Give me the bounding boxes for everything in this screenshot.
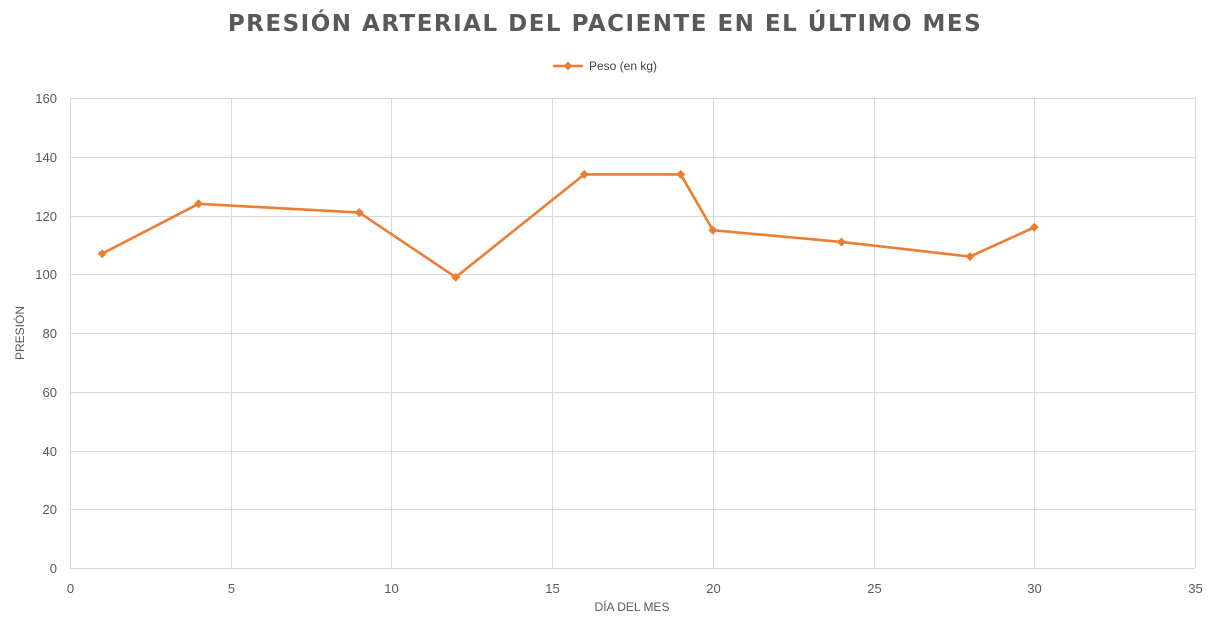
data-point-marker bbox=[579, 169, 589, 179]
data-point-marker bbox=[1029, 222, 1039, 232]
chart-title: PRESIÓN ARTERIAL DEL PACIENTE EN EL ÚLTI… bbox=[228, 9, 982, 37]
data-point-marker bbox=[451, 272, 461, 282]
data-point-marker bbox=[836, 237, 846, 247]
x-tick-label: 0 bbox=[67, 581, 74, 596]
x-tick-label: 10 bbox=[384, 581, 398, 596]
x-tick-label: 5 bbox=[228, 581, 235, 596]
legend-label: Peso (en kg) bbox=[589, 59, 657, 73]
y-tick-label: 120 bbox=[35, 209, 57, 224]
x-tick-label: 35 bbox=[1188, 581, 1202, 596]
y-tick-label: 160 bbox=[35, 91, 57, 106]
data-point-marker bbox=[354, 208, 364, 218]
x-axis-label: DÍA DEL MES bbox=[595, 599, 670, 614]
y-tick-label: 100 bbox=[35, 267, 57, 282]
legend: Peso (en kg) bbox=[553, 59, 657, 73]
legend-marker bbox=[563, 61, 573, 71]
y-tick-label: 0 bbox=[50, 561, 57, 576]
y-tick-labels: 0 20 40 60 80 100 120 140 160 bbox=[35, 91, 57, 576]
y-tick-label: 140 bbox=[35, 150, 57, 165]
y-tick-label: 20 bbox=[43, 502, 57, 517]
x-tick-label: 25 bbox=[867, 581, 881, 596]
series-line bbox=[101, 173, 1035, 279]
data-point-marker bbox=[965, 252, 975, 262]
x-tick-label: 20 bbox=[706, 581, 720, 596]
y-tick-label: 80 bbox=[43, 326, 57, 341]
data-point-marker bbox=[676, 169, 686, 179]
data-series bbox=[97, 169, 1039, 282]
x-tick-label: 30 bbox=[1027, 581, 1041, 596]
x-tick-label: 15 bbox=[545, 581, 559, 596]
x-tick-labels: 0 5 10 15 20 25 30 35 bbox=[67, 581, 1203, 596]
data-point-marker bbox=[194, 199, 204, 209]
y-tick-label: 60 bbox=[43, 385, 57, 400]
y-tick-label: 40 bbox=[43, 444, 57, 459]
data-point-marker bbox=[97, 249, 107, 259]
data-point-marker bbox=[708, 225, 718, 235]
grid bbox=[70, 98, 1196, 569]
y-axis-label: PRESIÓN bbox=[12, 306, 27, 360]
